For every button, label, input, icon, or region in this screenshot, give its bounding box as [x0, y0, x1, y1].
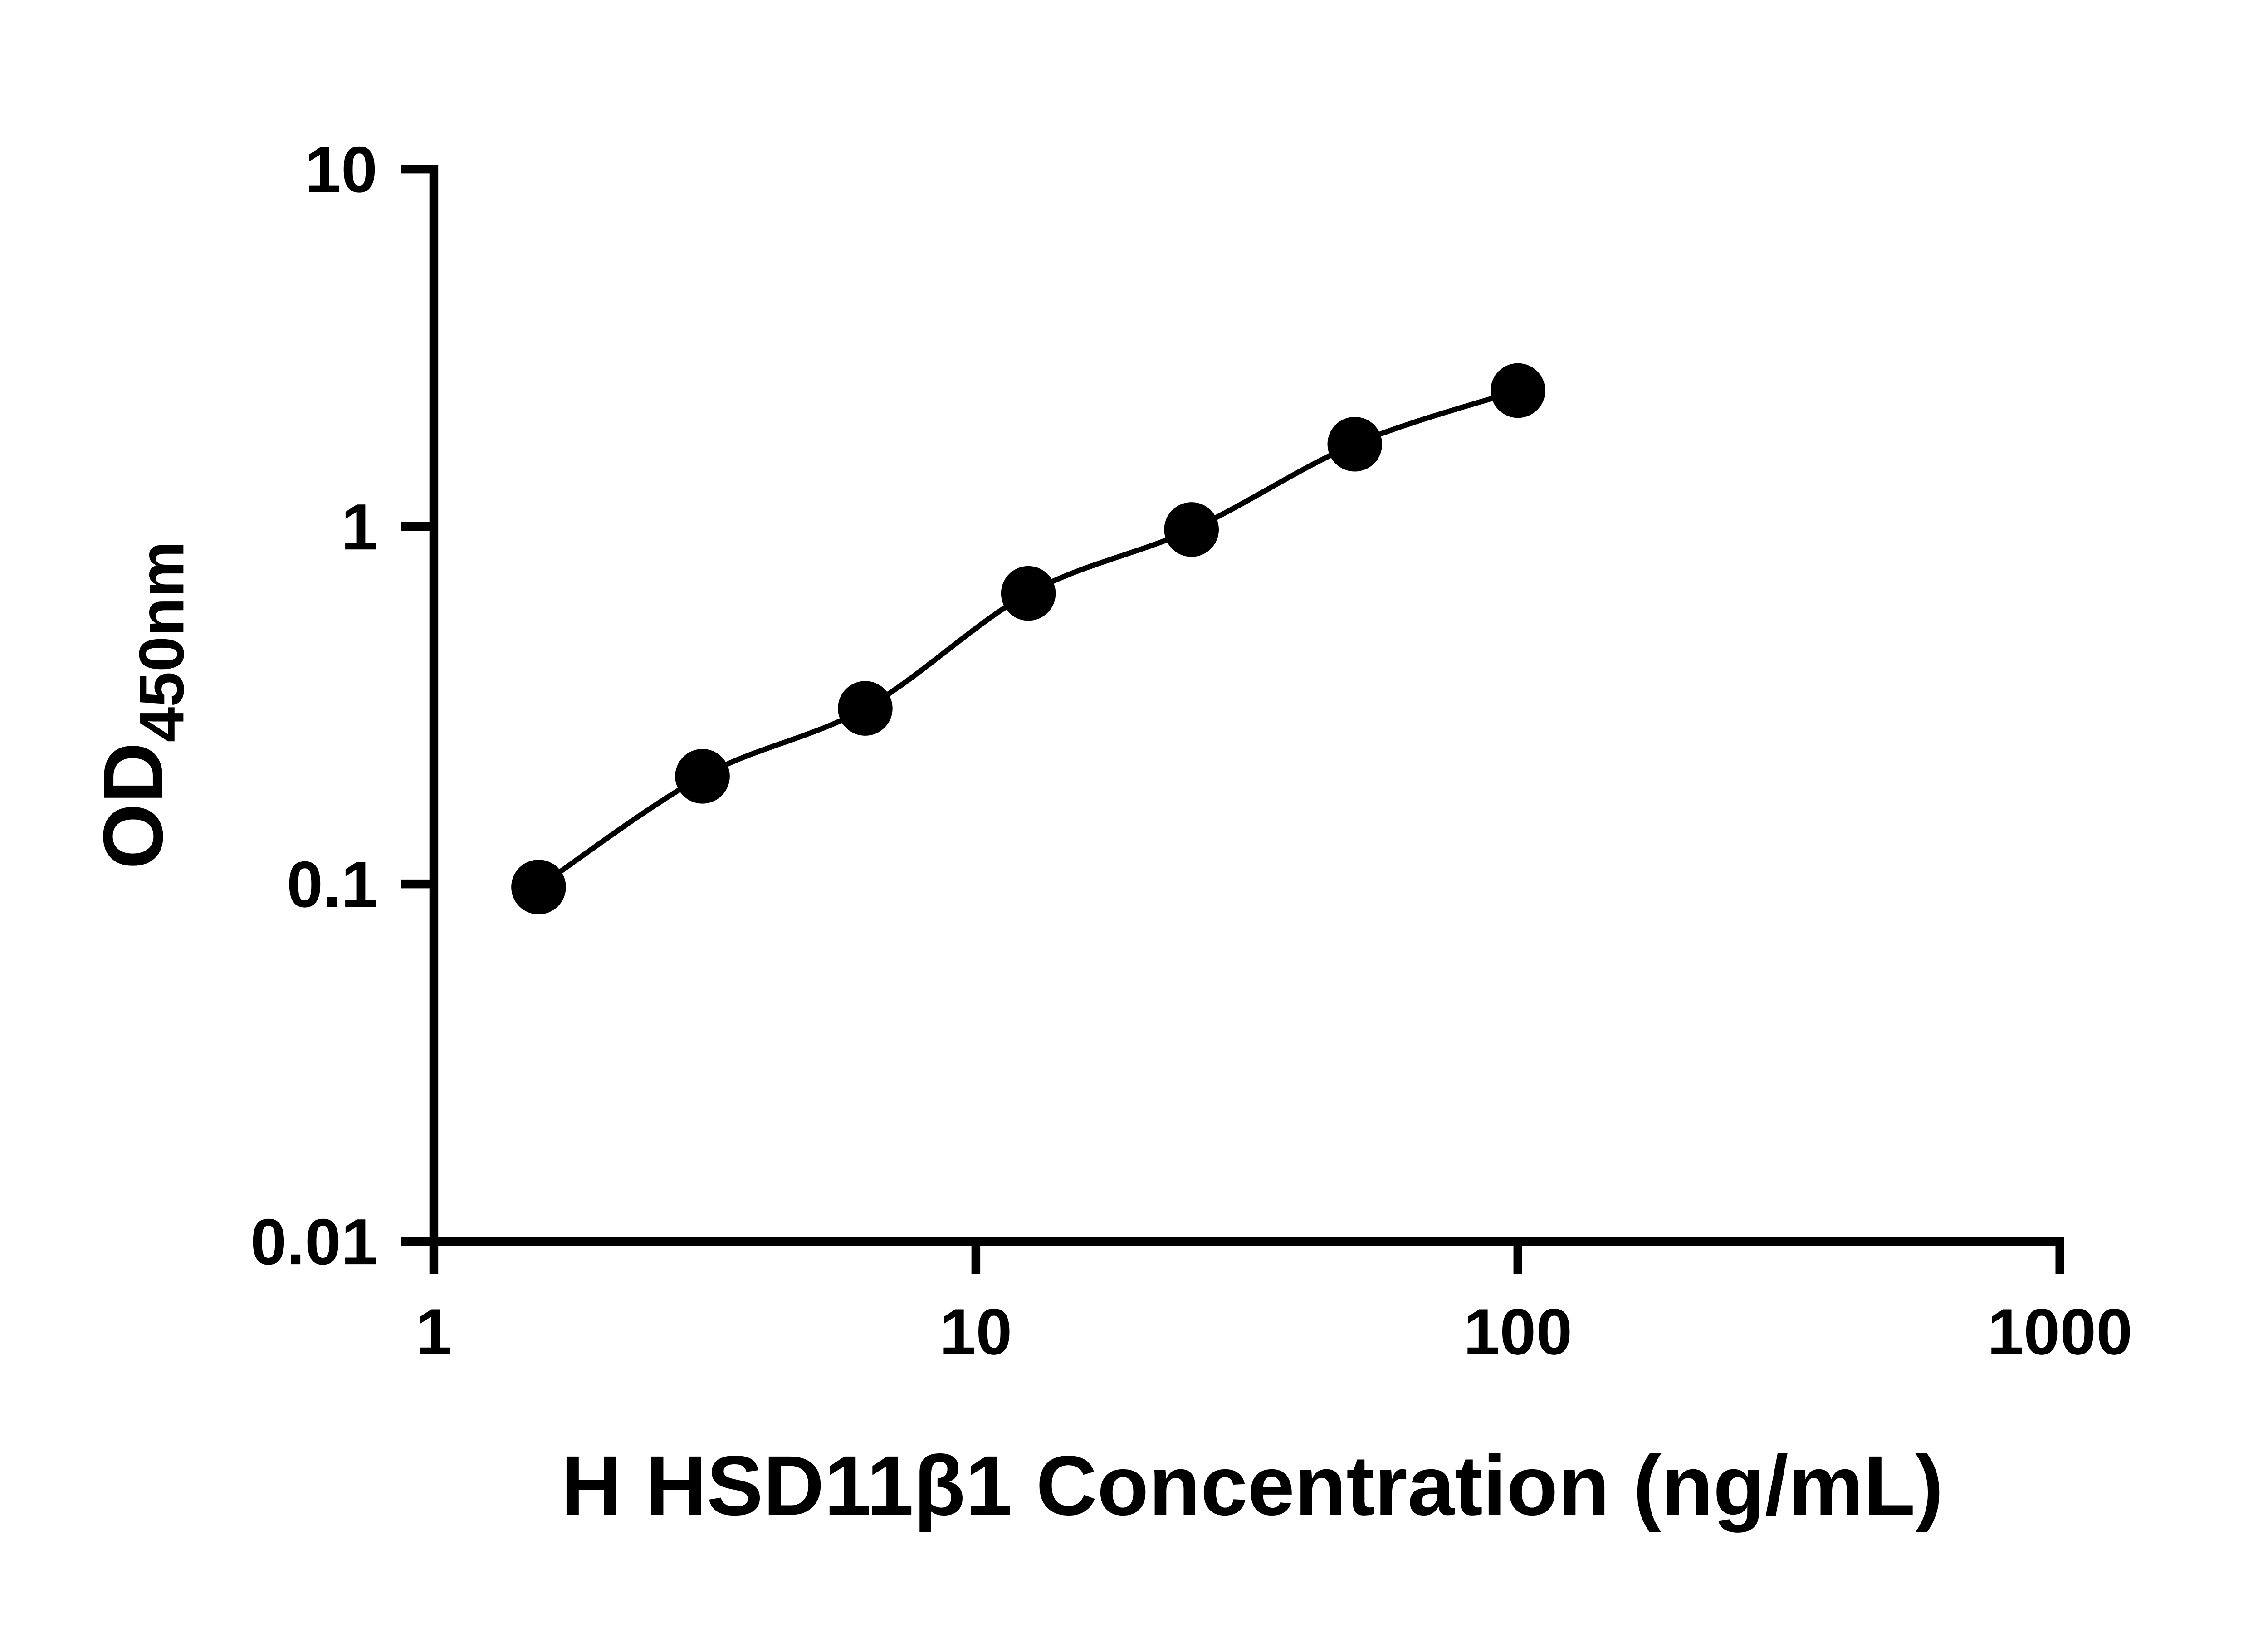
y-tick-label: 0.1 [287, 849, 377, 921]
x-tick-label: 1 [415, 1296, 452, 1369]
x-axis-title: H HSD11β1 Concentration (ng/mL) [561, 1438, 1943, 1533]
y-tick-label: 1 [341, 491, 377, 564]
y-tick-label: 10 [305, 134, 377, 206]
plot-area: 1 10 100 1000 10 1 0.1 0.01 [250, 134, 2132, 1369]
y-tick-label: 0.01 [250, 1206, 377, 1279]
data-point-marker [1001, 566, 1056, 621]
data-point-marker [675, 749, 730, 804]
data-point-marker [511, 860, 566, 915]
y-axis-title: OD450nm [86, 541, 197, 869]
data-point-marker [1491, 363, 1545, 418]
x-tick-label: 1000 [1987, 1296, 2132, 1369]
standard-curve-figure: 1 10 100 1000 10 1 0.1 0.01 H HSD11β1 Concentra… [0, 23, 2268, 1610]
x-tick-label: 10 [939, 1296, 1012, 1369]
chart-canvas: 1 10 100 1000 10 1 0.1 0.01 H HSD11β1 Concentra… [86, 134, 2133, 1533]
y-axis-title-main: OD [86, 743, 181, 870]
data-point-marker [1327, 417, 1383, 472]
data-point-marker [1164, 502, 1219, 557]
data-point-marker [838, 681, 893, 736]
x-tick-label: 100 [1463, 1296, 1572, 1369]
y-axis-title-subscript: 450nm [126, 541, 197, 742]
